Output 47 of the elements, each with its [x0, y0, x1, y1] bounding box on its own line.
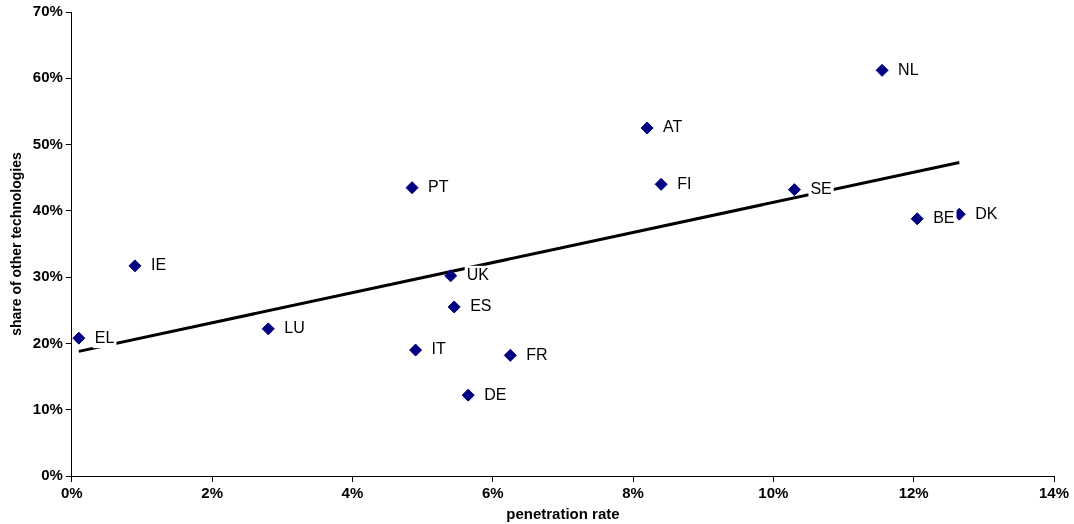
point: [787, 183, 801, 197]
y-tick-label: 70%: [32, 2, 63, 20]
data-label: IT: [431, 340, 447, 358]
y-tick-label: 20%: [32, 333, 63, 351]
data-label: BE: [933, 209, 955, 227]
x-tick-label: 14%: [1038, 484, 1070, 502]
data-label: FR: [526, 345, 548, 363]
data-label: LU: [284, 319, 305, 337]
point: [128, 259, 142, 273]
x-tick-label: 8%: [622, 484, 644, 502]
point: [261, 322, 275, 336]
x-tick-label: 2%: [201, 484, 223, 502]
y-tick-label: 50%: [32, 134, 63, 152]
data-label: UK: [466, 266, 490, 284]
point: [640, 121, 654, 135]
point: [405, 181, 419, 195]
data-label: SE: [810, 180, 832, 198]
x-tick-label: 10%: [758, 484, 789, 502]
point: [72, 331, 86, 345]
x-tick-label: 12%: [898, 484, 929, 502]
point: [875, 63, 889, 77]
point: [444, 269, 458, 283]
x-tick-label: 6%: [481, 484, 504, 502]
point: [503, 348, 517, 362]
y-axis-title: share of other technologies: [8, 152, 25, 336]
point: [409, 343, 423, 357]
y-tick-label: 60%: [32, 68, 63, 86]
point: [461, 388, 475, 402]
data-label: ES: [470, 297, 492, 315]
point: [910, 212, 924, 226]
point: [447, 300, 461, 314]
y-tick-label: 0%: [41, 466, 63, 484]
x-axis-title: penetration rate: [506, 505, 620, 523]
x-tick-label: 4%: [341, 484, 364, 502]
data-label: NL: [898, 60, 919, 78]
data-label: DE: [484, 385, 507, 403]
y-tick-label: 10%: [32, 399, 63, 417]
data-label: PT: [428, 178, 449, 196]
data-label: IE: [150, 256, 167, 274]
point: [654, 177, 668, 191]
data-label: AT: [663, 118, 683, 136]
y-tick-label: 40%: [32, 201, 63, 218]
data-label: FI: [677, 174, 692, 192]
data-label: EL: [94, 328, 115, 346]
y-tick-label: 30%: [32, 267, 63, 285]
x-tick-label: 0%: [60, 484, 83, 502]
data-label: DK: [975, 204, 998, 222]
